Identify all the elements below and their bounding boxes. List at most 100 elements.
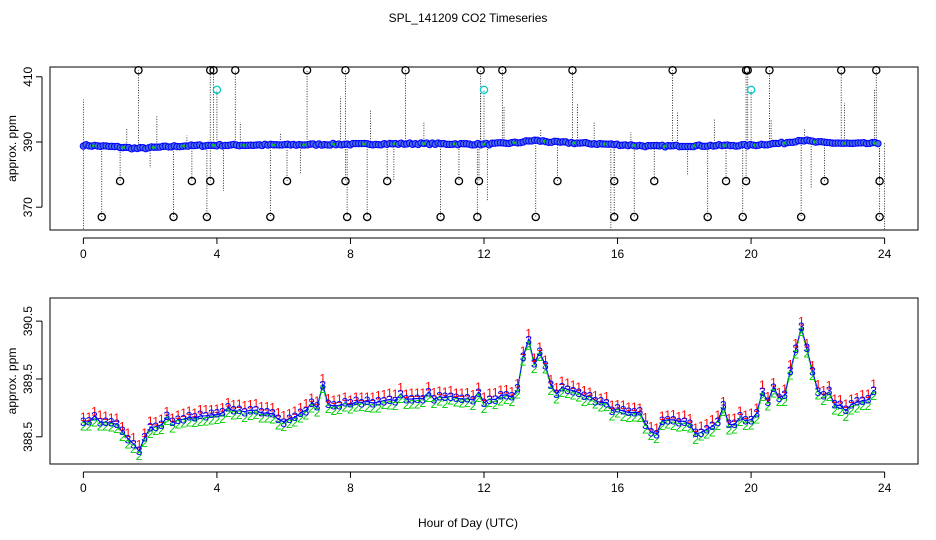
bottom-marker-series-2: 2 [481, 402, 488, 416]
bottom-marker-series-1: 1 [141, 426, 148, 440]
bottom-marker-series-2: 2 [598, 401, 605, 415]
bottom-marker-series-2: 2 [625, 411, 632, 425]
bottom-marker-series-2: 2 [470, 399, 477, 413]
bottom-marker-series-2: 2 [375, 401, 382, 415]
bottom-marker-series-2: 2 [197, 415, 204, 429]
bottom-marker-series-3: 3 [458, 392, 465, 406]
bottom-marker-series-3: 3 [609, 404, 616, 418]
bottom-marker-series-1: 1 [330, 393, 337, 407]
bottom-marker-series-2: 2 [275, 419, 282, 433]
top-spike-lines [82, 70, 886, 230]
bottom-marker-series-3: 3 [147, 421, 154, 435]
bottom-marker-series-1: 1 [481, 390, 488, 404]
bottom-marker-series-2: 2 [670, 419, 677, 433]
top-outlier-high [498, 66, 507, 75]
bottom-marker-series-1: 1 [186, 404, 193, 418]
bottom-marker-series-1: 1 [809, 358, 816, 372]
bottom-marker-series-3: 3 [431, 392, 438, 406]
bottom-marker-series-1: 1 [553, 380, 560, 394]
bottom-marker-series-2: 2 [564, 387, 571, 401]
bottom-marker-series-1: 1 [136, 438, 143, 452]
bottom-marker-series-2: 2 [614, 407, 621, 421]
bottom-marker-series-1: 1 [381, 388, 388, 402]
bottom-marker-series-2: 2 [147, 427, 154, 441]
bottom-marker-series-2: 2 [381, 398, 388, 412]
bottom-marker-series-3: 3 [202, 409, 209, 423]
bottom-marker-series-3: 3 [164, 409, 171, 423]
top-accent-point [302, 143, 306, 147]
bottom-marker-series-3: 3 [191, 411, 198, 425]
bottom-series-markers: 1111111111111111111111111111111111111111… [80, 315, 877, 463]
bottom-marker-series-1: 1 [753, 401, 760, 415]
bottom-marker-series-3: 3 [381, 395, 388, 409]
bottom-marker-series-3: 3 [692, 426, 699, 440]
bottom-marker-series-1: 1 [336, 392, 343, 406]
bottom-marker-series-3: 3 [113, 417, 120, 431]
bottom-marker-series-2: 2 [420, 396, 427, 410]
bottom-marker-series-2: 2 [642, 422, 649, 436]
bottom-marker-series-1: 1 [152, 415, 159, 429]
bottom-marker-series-3: 3 [726, 417, 733, 431]
bottom-marker-series-3: 3 [408, 392, 415, 406]
top-accent-point [662, 144, 666, 148]
top-accent-point [212, 143, 215, 147]
bottom-marker-series-1: 1 [542, 353, 549, 367]
bottom-marker-series-2: 2 [408, 398, 415, 412]
bottom-marker-series-3: 3 [759, 385, 766, 399]
bottom-marker-series-3: 3 [631, 405, 638, 419]
top-outlier-cyan [212, 85, 222, 95]
bottom-marker-series-3: 3 [781, 388, 788, 402]
bottom-marker-series-2: 2 [781, 395, 788, 409]
bottom-marker-series-3: 3 [737, 409, 744, 423]
bottom-marker-series-1: 1 [509, 384, 516, 398]
bottom-marker-series-1: 1 [592, 388, 599, 402]
top-outlier-high [209, 66, 218, 75]
bottom-marker-series-2: 2 [319, 382, 326, 396]
bottom-marker-series-3: 3 [169, 415, 176, 429]
bottom-marker-series-2: 2 [464, 396, 471, 410]
bottom-marker-series-3: 3 [186, 409, 193, 423]
bottom-marker-series-3: 3 [659, 414, 666, 428]
top-accent-point [422, 142, 426, 146]
bottom-marker-series-2: 2 [714, 419, 721, 433]
bottom-marker-series-2: 2 [648, 429, 655, 443]
top-outlier-cyan [479, 85, 489, 95]
top-x-tick-label: 4 [214, 247, 221, 261]
panel-bottom-xlabel: Hour of Day (UTC) [418, 516, 518, 530]
bottom-marker-series-1: 1 [676, 409, 683, 423]
bottom-marker-series-2: 2 [837, 405, 844, 419]
bottom-marker-series-3: 3 [286, 412, 293, 426]
top-outlier-high [836, 66, 846, 75]
bottom-marker-series-2: 2 [659, 419, 666, 433]
bottom-marker-series-1: 1 [536, 340, 543, 354]
bottom-marker-series-3: 3 [375, 395, 382, 409]
bottom-x-tick-label: 24 [878, 481, 892, 495]
bottom-marker-series-2: 2 [431, 397, 438, 411]
bottom-marker-series-1: 1 [781, 382, 788, 396]
top-accent-point [332, 142, 336, 146]
top-outlier-cyan [746, 85, 756, 95]
bottom-marker-series-1: 1 [347, 393, 354, 407]
bottom-marker-series-1: 1 [776, 385, 783, 399]
top-accent-point [843, 141, 846, 145]
bottom-marker-series-2: 2 [865, 399, 872, 413]
bottom-marker-series-1: 1 [247, 397, 254, 411]
bottom-marker-series-2: 2 [208, 413, 215, 427]
bottom-marker-series-2: 2 [202, 415, 209, 429]
bottom-marker-series-3: 3 [236, 403, 243, 417]
bottom-marker-series-2: 2 [842, 410, 849, 424]
bottom-marker-series-2: 2 [809, 369, 816, 383]
bottom-marker-series-2: 2 [102, 420, 109, 434]
bottom-marker-series-2: 2 [820, 394, 827, 408]
bottom-marker-series-1: 1 [464, 385, 471, 399]
bottom-marker-series-2: 2 [637, 411, 644, 425]
bottom-marker-series-1: 1 [620, 398, 627, 412]
bottom-marker-series-2: 2 [247, 409, 254, 423]
top-accent-point [572, 141, 576, 145]
bottom-marker-series-2: 2 [280, 420, 287, 434]
bottom-marker-series-2: 2 [191, 416, 198, 430]
bottom-marker-series-3: 3 [353, 394, 360, 408]
top-accent-point [632, 144, 636, 147]
bottom-marker-series-2: 2 [269, 413, 276, 427]
bottom-marker-series-3: 3 [804, 341, 811, 355]
